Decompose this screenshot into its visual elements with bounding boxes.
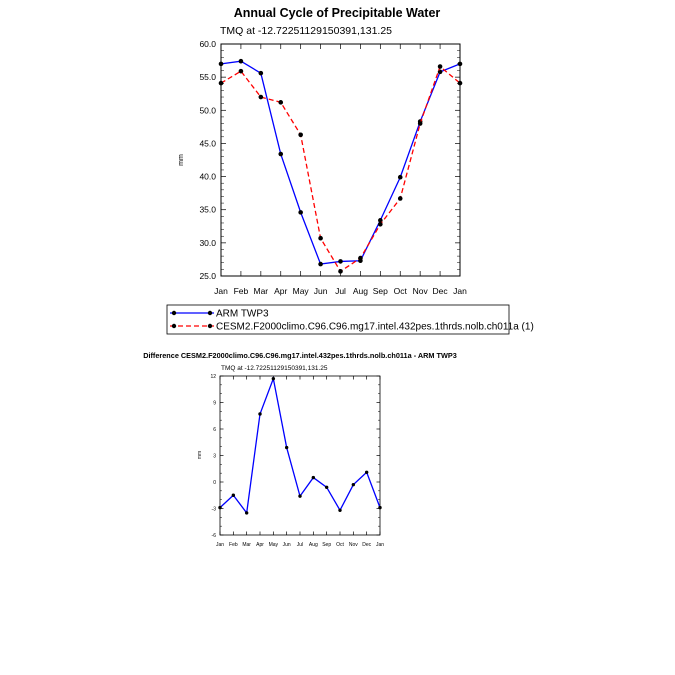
- chart2-subtitle: TMQ at -12.72251129150391,131.25: [221, 365, 328, 372]
- chart2-series-0-point: [298, 494, 302, 498]
- chart2-series-0-point: [244, 511, 249, 515]
- chart2-plot-area: -6 -3 0 3 6 9 12 Jan Feb Mar Apr May Jun Jul Aug Sep Oct…: [210, 374, 384, 548]
- chart1-xtick-label: Aug: [353, 286, 368, 296]
- chart1-series-0-point: [338, 259, 343, 264]
- chart1-series-1-point: [437, 64, 443, 69]
- chart2-xtick-label: Nov: [349, 542, 358, 548]
- chart1-series-0-point: [218, 61, 224, 67]
- chart2-ytick-label: 3: [213, 453, 216, 459]
- chart2-xtick-label: Jul: [297, 542, 303, 548]
- chart1-frame: [220, 43, 461, 277]
- chart1-series-0-point: [278, 151, 284, 157]
- chart1-legend: ARM TWP3 CESM2.F2000climo.C96.C96.mg17.i…: [166, 304, 534, 335]
- chart2-series-line-0: [219, 376, 381, 515]
- chart1-series-0-point: [378, 218, 383, 223]
- chart1-series-1-point: [278, 100, 284, 105]
- chart1-series-1-point: [457, 80, 463, 86]
- chart1-series-1-point: [218, 80, 224, 86]
- chart1-xtick-label: Mar: [254, 286, 269, 296]
- chart1-xtick-label: Jun: [314, 286, 328, 296]
- chart1-series-1-point: [358, 255, 363, 261]
- chart1-series-0-point: [437, 69, 443, 75]
- chart1-xtick-label: Jul: [335, 286, 346, 296]
- chart1-series-0-point: [397, 174, 403, 180]
- chart2-series-0-point: [338, 508, 342, 512]
- chart1-series-1-point: [338, 269, 343, 274]
- chart1-series-1-point: [258, 94, 264, 100]
- chart2-series-0-point: [351, 482, 356, 487]
- chart2-xtick-label: Dec: [362, 542, 371, 548]
- chart1-xtick-label: Oct: [394, 286, 408, 296]
- chart2-ylabel: mm: [197, 451, 203, 459]
- chart1-series-1-point: [397, 196, 403, 201]
- chart2-series-0-point: [271, 376, 276, 381]
- chart1-ytick-label: 55.0: [199, 72, 216, 82]
- chart1-subtitle: TMQ at -12.72251129150391,131.25: [220, 25, 392, 37]
- legend-marker-arm: [171, 310, 177, 316]
- chart1-series-1-point: [318, 235, 323, 241]
- chart1-plot-area: 25.0 30.0 35.0 40.0 45.0 50.0 55.0 60.0 Jan Feb Ma…: [199, 39, 467, 296]
- chart2-series-0-point: [364, 470, 369, 474]
- chart2-series-0-point: [378, 505, 382, 510]
- chart1-ytick-label: 30.0: [199, 238, 216, 248]
- chart1-xtick-label: Jan: [453, 286, 467, 296]
- chart1-title: Annual Cycle of Precipitable Water: [234, 6, 441, 20]
- chart1-ytick-label: 35.0: [199, 205, 216, 215]
- chart2-ytick-label: -3: [212, 506, 217, 512]
- chart1-series-0-point: [238, 58, 244, 64]
- chart2-xtick-label: Oct: [336, 542, 344, 548]
- chart1-series-0-point: [298, 210, 303, 215]
- chart2-series-0-point: [231, 493, 236, 497]
- legend-label-cesm: CESM2.F2000climo.C96.C96.mg17.intel.432p…: [216, 322, 534, 333]
- chart2-series-0-point: [258, 412, 262, 416]
- legend-label-arm: ARM TWP3: [216, 309, 269, 320]
- legend-marker-arm-2: [207, 310, 213, 316]
- chart1-xtick-label: May: [293, 286, 310, 296]
- chart1-ytick-label: 60.0: [199, 39, 216, 49]
- chart2-xtick-label: Feb: [229, 542, 238, 548]
- legend-box: [166, 304, 510, 335]
- chart2-xtick-label: Jan: [216, 542, 224, 548]
- chart1-ytick-label: 45.0: [199, 138, 216, 148]
- chart2-xtick-label: May: [269, 542, 279, 548]
- chart1-xtick-label: Sep: [373, 286, 388, 296]
- chart2-xtick-label: Aug: [309, 542, 318, 548]
- chart2-series-0-point: [218, 505, 222, 510]
- chart2-ytick-label: 0: [213, 480, 216, 486]
- chart2-ytick-label: 9: [213, 400, 216, 406]
- legend-marker-cesm-2: [207, 323, 213, 329]
- chart2-xtick-label: Sep: [322, 542, 331, 548]
- chart1-xtick-label: Jan: [214, 286, 228, 296]
- chart1-series-0-point: [258, 70, 264, 76]
- legend-marker-cesm: [171, 323, 177, 329]
- chart1-series-1-point: [417, 121, 423, 126]
- chart1-xtick-label: Apr: [274, 286, 287, 296]
- chart2-ytick-label: -6: [212, 533, 217, 539]
- chart1-series-line-1: [220, 65, 461, 273]
- chart1-xtick-label: Dec: [433, 286, 449, 296]
- chart1-series-0-point: [457, 61, 463, 67]
- chart1-ytick-label: 25.0: [199, 271, 216, 281]
- chart1-ytick-label: 40.0: [199, 172, 216, 182]
- chart1-ylabel: mm: [178, 154, 185, 166]
- chart2-series-0-point: [311, 475, 316, 480]
- chart2-xtick-label: Jun: [283, 542, 291, 548]
- chart2-xtick-label: Mar: [242, 542, 251, 548]
- chart1-series-1-point: [298, 132, 303, 138]
- chart1-series-0-point: [318, 261, 323, 267]
- chart1-series-1-point: [378, 221, 383, 227]
- chart2-xtick-label: Jan: [376, 542, 384, 548]
- chart2-series-0-point: [284, 445, 289, 450]
- chart1-xtick-label: Feb: [234, 286, 249, 296]
- chart2-frame: [219, 375, 381, 536]
- chart2-ytick-label: 6: [213, 427, 216, 433]
- chart2-series-0-point: [324, 485, 329, 489]
- chart2-xtick-label: Apr: [256, 542, 264, 548]
- chart2-title: Difference CESM2.F2000climo.C96.C96.mg17…: [143, 351, 457, 360]
- chart1-xtick-label: Nov: [413, 286, 429, 296]
- chart1-ytick-label: 50.0: [199, 105, 216, 115]
- chart1-series-1-point: [238, 68, 244, 74]
- chart2-ytick-label: 12: [210, 374, 216, 380]
